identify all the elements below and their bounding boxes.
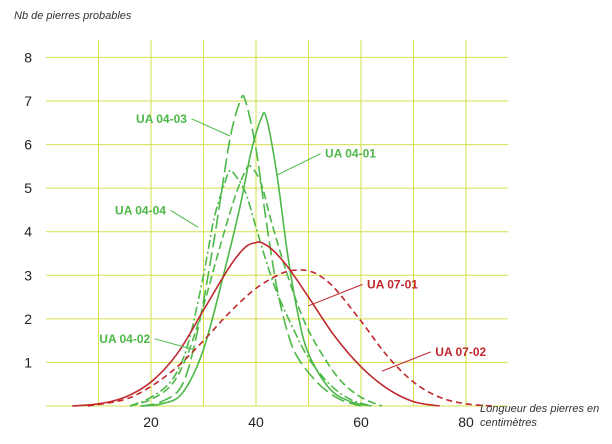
series-label-ua-04-01: UA 04-01 xyxy=(325,147,376,161)
series-line-ua-07-02 xyxy=(87,269,493,407)
label-leader-0 xyxy=(191,118,230,137)
y-tick-label-6: 7 xyxy=(24,93,32,109)
series-label-ua-07-02: UA 07-02 xyxy=(435,345,486,359)
series-lines xyxy=(72,94,493,407)
label-leader-5 xyxy=(381,351,431,372)
x-tick-label-2: 60 xyxy=(353,414,369,430)
x-tick-labels: 20 40 60 80 xyxy=(143,414,474,430)
label-leader-2 xyxy=(170,209,199,228)
series-label-ua-04-04: UA 04-04 xyxy=(115,203,166,217)
y-tick-label-0: 1 xyxy=(24,354,32,370)
x-tick-label-3: 80 xyxy=(458,414,474,430)
y-tick-label-3: 4 xyxy=(24,224,32,240)
y-tick-label-7: 8 xyxy=(24,49,32,65)
label-leader-3 xyxy=(154,338,194,350)
x-tick-label-1: 40 xyxy=(248,414,264,430)
label-leader-1 xyxy=(276,153,321,176)
y-tick-label-5: 6 xyxy=(24,137,32,153)
series-label-ua-07-01: UA 07-01 xyxy=(367,277,418,291)
y-tick-label-1: 2 xyxy=(24,311,32,327)
series-label-ua-04-02: UA 04-02 xyxy=(99,332,150,346)
x-axis-label: Longueur des pierres en centimètres xyxy=(480,403,600,429)
series-line-ua-04-02 xyxy=(129,164,383,407)
y-tick-label-4: 5 xyxy=(24,180,32,196)
y-tick-label-2: 3 xyxy=(24,267,32,283)
chart-grid xyxy=(46,40,508,407)
y-tick-labels: 1 2 3 4 5 6 7 8 xyxy=(24,49,32,370)
series-labels: UA 04-03 UA 04-01 UA 04-04 UA 04-02 UA 07-01… xyxy=(99,112,487,372)
x-tick-label-0: 20 xyxy=(143,414,159,430)
series-line-ua-07-01 xyxy=(72,241,440,407)
series-label-ua-04-03: UA 04-03 xyxy=(136,112,187,126)
y-axis-label: Nb de pierres probables xyxy=(14,10,132,22)
label-leader-4 xyxy=(308,283,363,307)
